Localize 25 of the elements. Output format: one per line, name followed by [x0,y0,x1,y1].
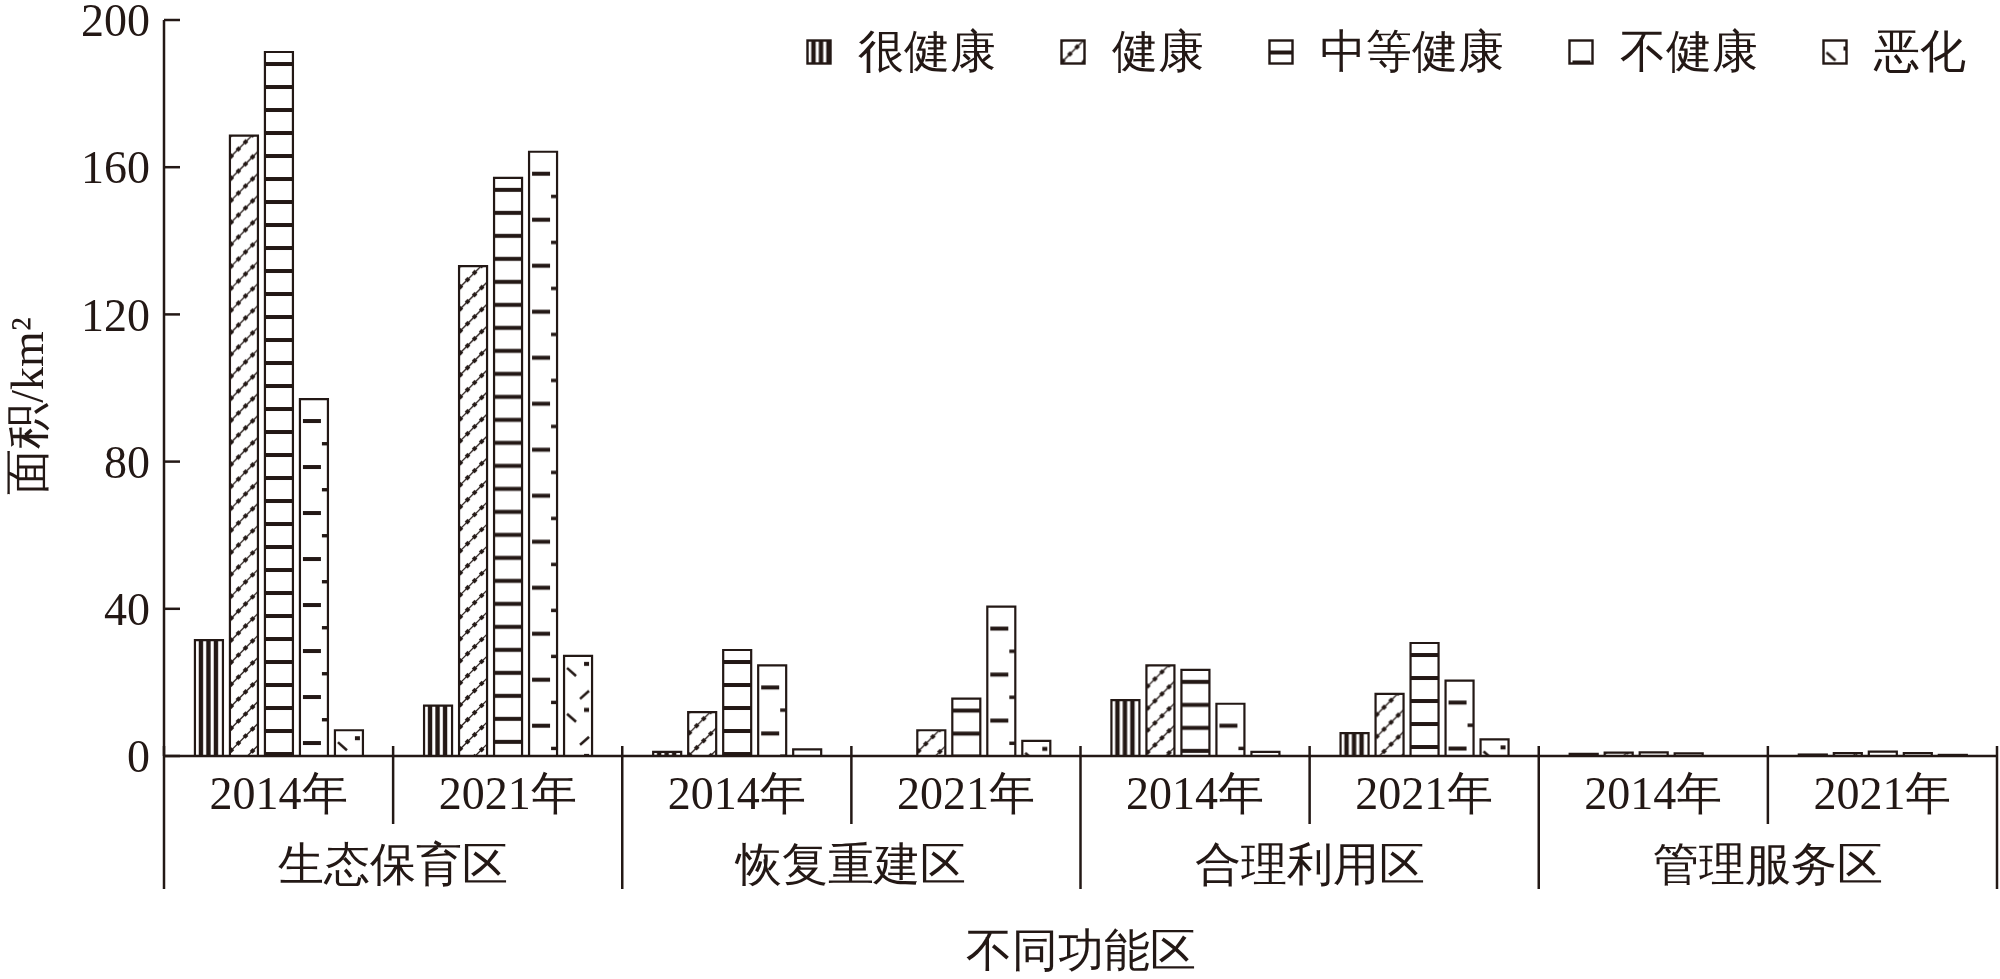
y-tick-label: 160 [81,142,150,194]
text: 管理服务区 [1652,839,1883,891]
text: 合理利用区 [1194,839,1425,891]
x-tick-label: 2021年 [438,768,577,820]
x-tick-label: 2014年 [1126,768,1265,820]
y-tick-label: 200 [81,0,150,47]
legend-label: 很健康 [858,26,996,78]
x-tick-label: 2021年 [896,768,1035,820]
legend-label: 健康 [1112,26,1204,78]
legend-label: 中等健康 [1320,26,1504,78]
x-axis-title: 不同功能区 [965,925,1196,977]
x-tick-label: 2014年 [209,768,348,820]
y-tick-label: 120 [81,289,150,341]
legend-label: 恶化 [1874,26,1966,78]
y-tick-label: 0 [127,731,150,783]
y-axis-title: 面积/km² [2,317,54,495]
text: 生态保育区 [278,839,509,891]
x-tick-label: 2014年 [667,768,806,820]
text: 恢复重建区 [734,839,967,891]
y-tick-label: 80 [104,436,150,488]
x-tick-label: 2021年 [1355,768,1494,820]
legend-label: 不健康 [1620,26,1758,78]
x-tick-label: 2021年 [1813,768,1952,820]
x-tick-label: 2014年 [1584,768,1723,820]
y-tick-label: 40 [104,583,150,635]
